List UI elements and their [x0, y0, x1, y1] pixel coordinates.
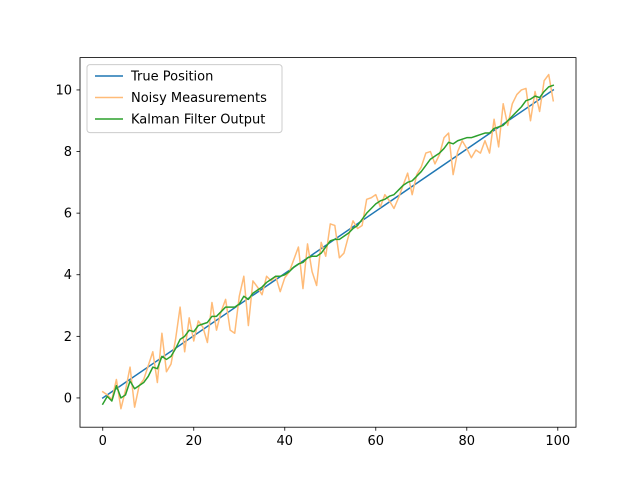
y-tick-label: 2 — [64, 330, 72, 345]
y-tick-label: 8 — [64, 145, 72, 160]
x-tick-label: 80 — [459, 434, 476, 449]
legend-label-kalman-filter-output: Kalman Filter Output — [131, 113, 265, 128]
x-tick-label: 0 — [99, 434, 107, 449]
series-line-noisy-measurements — [101, 73, 555, 410]
x-tick-label: 40 — [276, 434, 293, 449]
legend-label-noisy-measurements: Noisy Measurements — [131, 91, 267, 106]
series-layer — [101, 73, 555, 410]
y-tick-label: 0 — [64, 391, 72, 406]
x-axis: 0 20 40 60 80 100 — [99, 427, 570, 449]
legend-label-true-position: True Position — [130, 70, 213, 85]
legend-box — [86, 64, 283, 134]
legend: True Position Noisy Measurements Kalman Fi… — [86, 64, 283, 134]
x-tick-label: 20 — [185, 434, 202, 449]
y-tick-label: 6 — [64, 207, 72, 222]
y-axis: 0 2 4 6 8 10 — [55, 83, 80, 406]
series-line-kalman-filter-output — [101, 84, 555, 406]
x-tick-label: 60 — [368, 434, 385, 449]
plot-frame — [79, 57, 577, 428]
y-tick-label: 4 — [64, 268, 72, 283]
x-tick-label: 100 — [545, 434, 570, 449]
y-tick-label: 10 — [55, 83, 72, 98]
